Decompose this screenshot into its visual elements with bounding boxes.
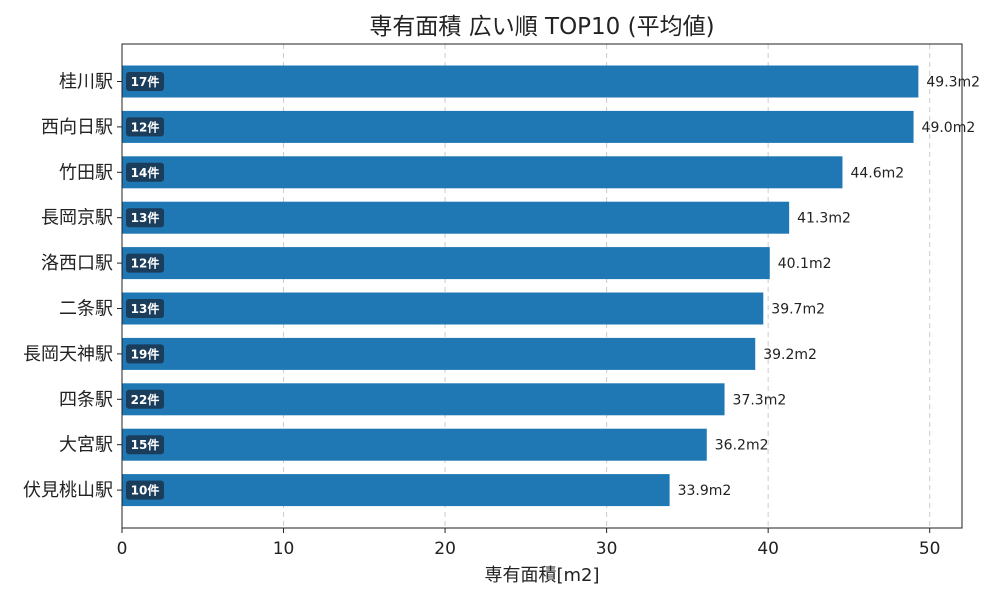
chart-title: 専有面積 広い順 TOP10 (平均値) (369, 14, 714, 40)
count-badge (126, 117, 164, 137)
value-label: 33.9m2 (678, 483, 732, 499)
x-tick-label: 40 (757, 539, 779, 559)
value-label: 41.3m2 (797, 211, 851, 227)
bar (122, 247, 770, 280)
count-badge-label: 22件 (131, 392, 160, 407)
bar (122, 156, 843, 189)
count-badge (126, 435, 164, 455)
bar (122, 65, 919, 98)
x-tick-label: 50 (919, 539, 941, 559)
count-badge-label: 19件 (131, 346, 160, 361)
count-badge-label: 12件 (131, 119, 160, 134)
y-tick-label: 長岡京駅 (41, 208, 113, 229)
count-badge (126, 389, 164, 409)
y-tick-label: 二条駅 (59, 299, 113, 320)
x-tick-label: 0 (117, 539, 128, 559)
y-tick-label: 桂川駅 (59, 72, 113, 93)
value-label: 37.3m2 (733, 392, 787, 408)
bar (122, 292, 764, 325)
x-tick-label: 10 (273, 539, 295, 559)
count-badge-label: 13件 (131, 301, 160, 316)
bar (122, 428, 707, 461)
y-tick-label: 竹田駅 (59, 162, 113, 183)
count-badge (126, 162, 164, 182)
count-badge-label: 15件 (131, 437, 160, 452)
x-axis-ticks: 0 10 20 30 40 50 (117, 528, 941, 559)
y-tick-label: 西向日駅 (41, 117, 113, 138)
count-badge (126, 480, 164, 500)
bar (122, 201, 790, 234)
bar (122, 474, 670, 507)
y-tick-label: 大宮駅 (59, 435, 113, 456)
bars: 17件 49.3m2 12件 49.0m2 14件 44.6m2 13件 41.3m2 12件 4… (122, 65, 980, 507)
y-tick-label: 洛西口駅 (41, 253, 113, 274)
value-label: 44.6m2 (850, 165, 904, 181)
x-axis-label: 専有面積[m2] (484, 565, 599, 586)
count-badge (126, 344, 164, 364)
count-badge (126, 208, 164, 228)
bar (122, 337, 756, 370)
count-badge-label: 13件 (131, 210, 160, 225)
y-tick-label: 四条駅 (59, 389, 113, 410)
x-tick-label: 30 (596, 539, 618, 559)
count-badge-label: 14件 (131, 165, 160, 180)
bar (122, 383, 725, 416)
value-label: 39.2m2 (763, 347, 817, 363)
value-label: 49.3m2 (926, 75, 980, 91)
count-badge-label: 17件 (131, 74, 160, 89)
count-badge-label: 12件 (131, 256, 160, 271)
count-badge (126, 299, 164, 318)
value-label: 49.0m2 (922, 120, 976, 136)
count-badge (126, 72, 164, 91)
x-tick-label: 20 (434, 539, 456, 559)
value-label: 40.1m2 (778, 256, 832, 272)
value-label: 39.7m2 (771, 302, 825, 318)
count-badge (126, 253, 164, 273)
y-tick-label: 伏見桃山駅 (23, 480, 113, 501)
y-tick-label: 長岡天神駅 (23, 344, 113, 365)
bar (122, 110, 914, 143)
value-label: 36.2m2 (715, 438, 769, 454)
plot-frame (121, 43, 963, 529)
count-badge-label: 10件 (131, 483, 160, 498)
